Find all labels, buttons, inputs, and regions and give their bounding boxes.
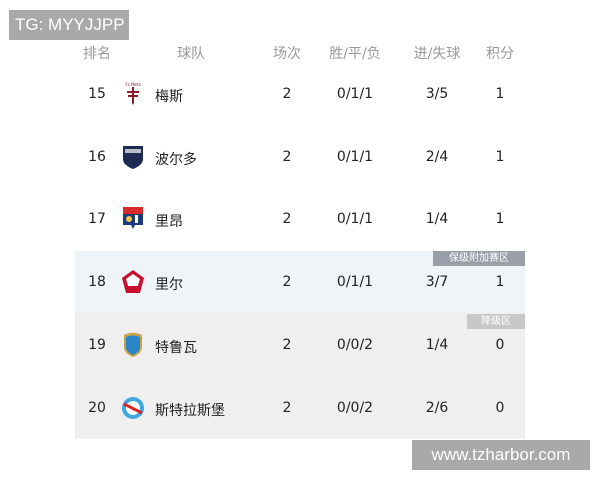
- played: 2: [282, 148, 292, 165]
- metz-logo-icon: Fc Metz: [121, 81, 145, 107]
- rank: 15: [88, 86, 106, 102]
- header-played: 场次: [273, 46, 301, 62]
- table-row[interactable]: 19 特鲁瓦 2 0/0/2 1/4 0: [75, 315, 525, 377]
- watermark-top: TG: MYYJJPP: [9, 10, 129, 40]
- header-wdl: 胜/平/负: [329, 46, 381, 62]
- points: 1: [495, 211, 505, 228]
- team-name[interactable]: 斯特拉斯堡: [155, 402, 225, 419]
- table-row[interactable]: 16 波尔多 2 0/1/1 2/4 1: [75, 127, 525, 189]
- rank: 19: [88, 336, 106, 353]
- played: 2: [282, 336, 292, 353]
- header-team: 球队: [177, 46, 205, 62]
- lille-logo-icon: [121, 269, 145, 295]
- team-name[interactable]: 特鲁瓦: [155, 339, 197, 356]
- played: 2: [282, 399, 292, 416]
- goals: 2/4: [425, 148, 449, 165]
- team-name[interactable]: 里尔: [155, 277, 183, 294]
- goals: 1/4: [425, 336, 449, 353]
- win-draw-loss: 0/1/1: [336, 86, 374, 102]
- rank: 18: [88, 274, 106, 291]
- bordeaux-logo-icon: [121, 144, 145, 170]
- goals: 1/4: [425, 211, 449, 228]
- header-goals: 进/失球: [413, 46, 461, 62]
- team-name[interactable]: 波尔多: [155, 151, 197, 168]
- relegation-zone: [75, 313, 525, 439]
- points: 1: [495, 148, 505, 165]
- table-row[interactable]: 15 Fc Metz 梅斯 2 0/1/1 3/5 1: [75, 64, 525, 126]
- table-row[interactable]: 17 里昂 2 0/1/1 1/4 1: [75, 189, 525, 251]
- header-points: 积分: [486, 46, 514, 62]
- rank: 16: [88, 148, 106, 165]
- rank: 17: [88, 211, 106, 228]
- goals: 2/6: [425, 399, 449, 416]
- table-row[interactable]: 18 里尔 2 0/1/1 3/7 1: [75, 252, 525, 314]
- points: 0: [495, 399, 505, 416]
- header-rank: 排名: [83, 46, 111, 62]
- strasbourg-logo-icon: [121, 395, 145, 421]
- svg-text:Fc Metz: Fc Metz: [125, 82, 140, 87]
- win-draw-loss: 0/1/1: [336, 274, 374, 291]
- win-draw-loss: 0/1/1: [336, 148, 374, 165]
- win-draw-loss: 0/0/2: [336, 336, 374, 353]
- troyes-logo-icon: [121, 332, 145, 358]
- points: 1: [495, 86, 505, 102]
- relegation-zone-badge: 降级区: [467, 314, 525, 329]
- lyon-logo-icon: [121, 206, 145, 232]
- team-name[interactable]: 里昂: [155, 214, 183, 231]
- rank: 20: [88, 399, 106, 416]
- win-draw-loss: 0/1/1: [336, 211, 374, 228]
- team-name[interactable]: 梅斯: [155, 89, 183, 105]
- points: 1: [495, 274, 505, 291]
- win-draw-loss: 0/0/2: [336, 399, 374, 416]
- played: 2: [282, 274, 292, 291]
- goals: 3/7: [425, 274, 449, 291]
- table-row[interactable]: 20 斯特拉斯堡 2 0/0/2 2/6 0: [75, 378, 525, 440]
- watermark-bottom: www.tzharbor.com: [412, 440, 590, 470]
- points: 0: [495, 336, 505, 353]
- goals: 3/5: [425, 86, 449, 102]
- played: 2: [282, 211, 292, 228]
- played: 2: [282, 86, 292, 102]
- table-header: 排名 球队 场次 胜/平/负 进/失球 积分: [0, 43, 600, 67]
- playoff-zone-badge: 保级附加赛区: [433, 251, 525, 266]
